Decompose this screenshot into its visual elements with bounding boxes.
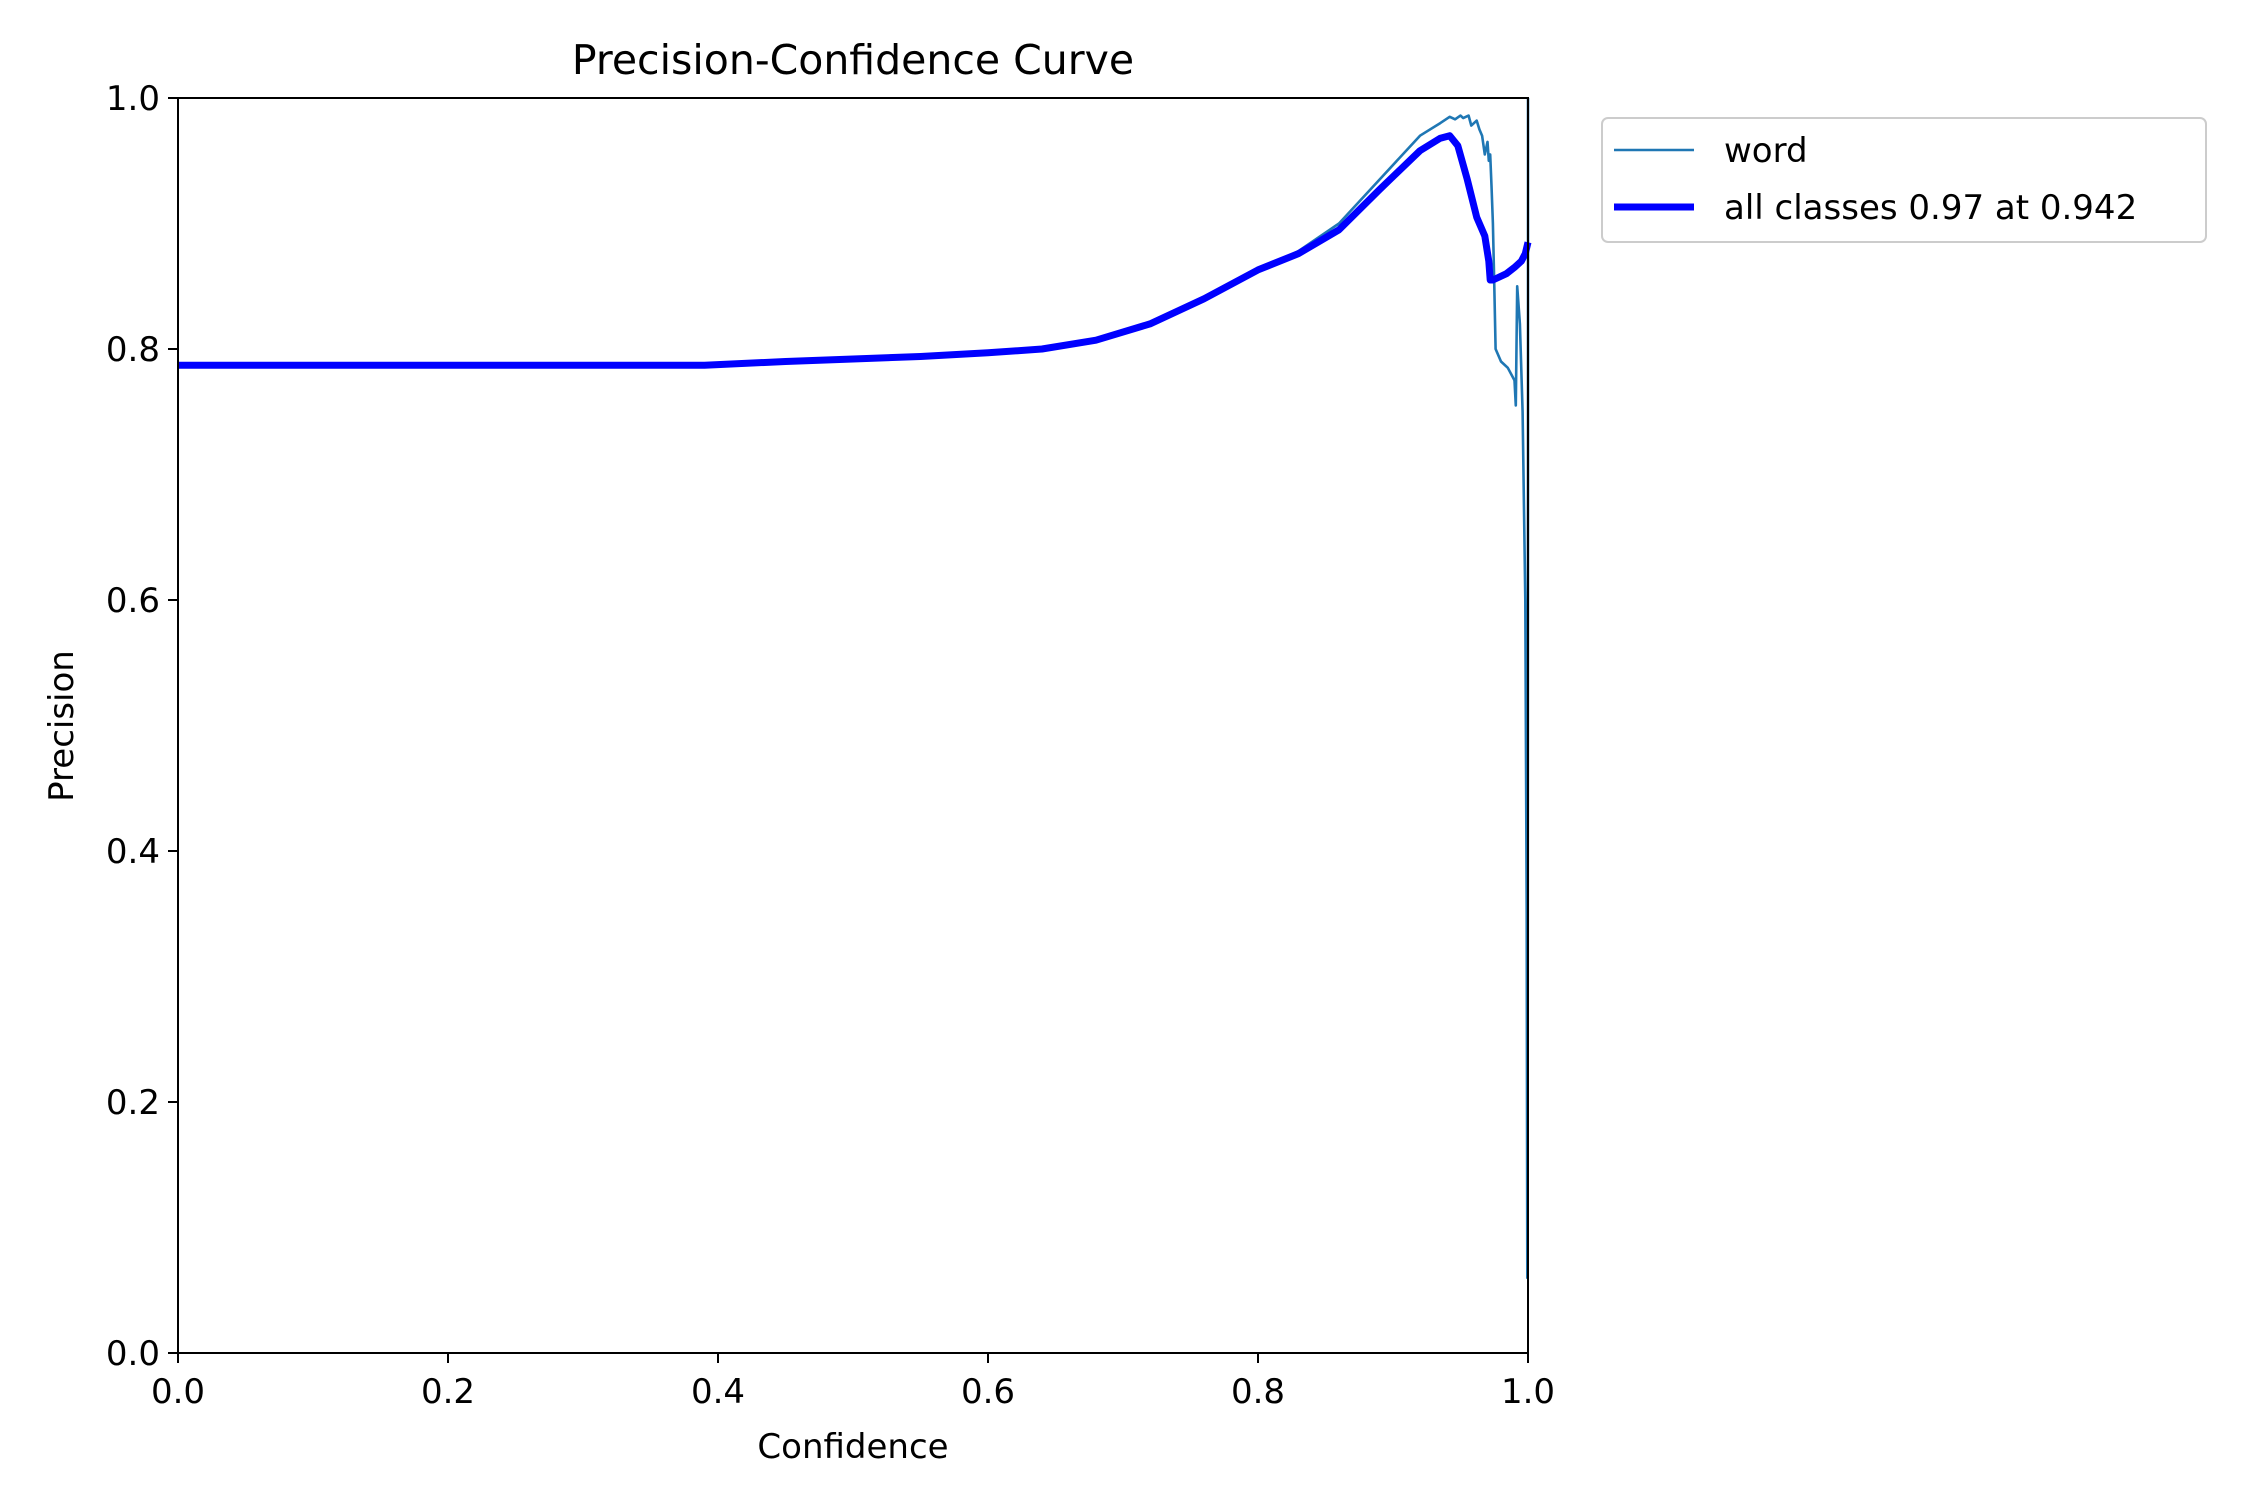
x-tick-label: 0.4 xyxy=(691,1372,745,1412)
y-tick-label: 0.6 xyxy=(106,581,160,621)
x-axis-ticks: 0.0 0.2 0.4 0.6 0.8 1.0 xyxy=(151,1353,1555,1412)
y-axis-ticks: 0.0 0.2 0.4 0.6 0.8 1.0 xyxy=(106,79,178,1374)
chart-title: Precision-Confidence Curve xyxy=(572,36,1134,84)
plot-lines xyxy=(178,98,1532,1279)
x-axis-title: Confidence xyxy=(757,1427,948,1467)
y-tick-label: 1.0 xyxy=(106,79,160,119)
y-tick-label: 0.8 xyxy=(106,330,160,370)
x-tick-label: 0.8 xyxy=(1231,1372,1285,1412)
y-axis-title: Precision xyxy=(42,650,82,802)
legend-label-0: word xyxy=(1724,131,1808,171)
series-line-1 xyxy=(178,132,1532,369)
x-tick-label: 0.0 xyxy=(151,1372,205,1412)
y-tick-label: 0.2 xyxy=(106,1083,160,1123)
y-tick-label: 0.0 xyxy=(106,1334,160,1374)
y-tick-label: 0.4 xyxy=(106,832,160,872)
x-tick-label: 1.0 xyxy=(1501,1372,1555,1412)
x-tick-label: 0.6 xyxy=(961,1372,1015,1412)
legend-box xyxy=(1601,117,2207,243)
legend: word all classes 0.97 at 0.942 xyxy=(1601,117,2207,243)
plot-frame xyxy=(177,97,1529,1354)
legend-label-1: all classes 0.97 at 0.942 xyxy=(1724,188,2137,228)
x-tick-label: 0.2 xyxy=(421,1372,475,1412)
